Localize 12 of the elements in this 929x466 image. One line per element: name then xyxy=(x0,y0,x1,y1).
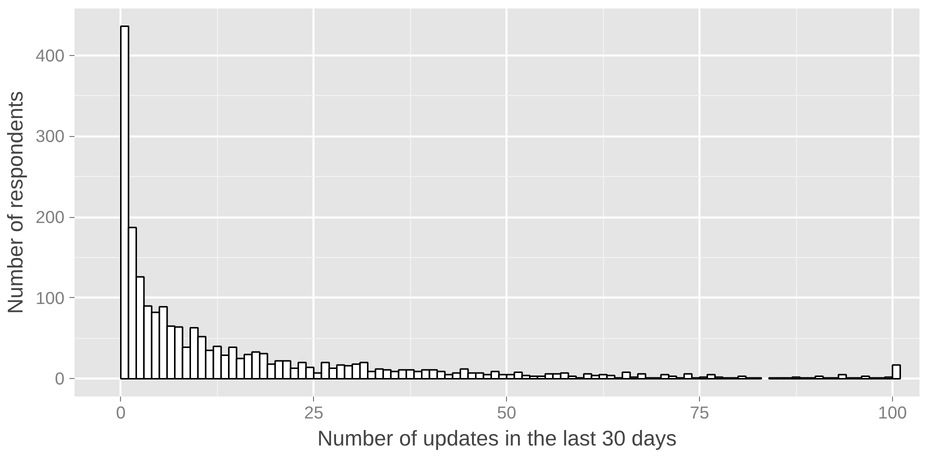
y-axis-title: Number of respondents xyxy=(4,91,28,314)
y-tick-label: 0 xyxy=(54,368,65,389)
x-tick-label: 75 xyxy=(690,402,710,422)
y-tick-label: 200 xyxy=(36,207,65,228)
x-tick-label: 0 xyxy=(116,402,126,422)
y-tick-label: 100 xyxy=(36,288,65,308)
x-axis-title: Number of updates in the last 30 days xyxy=(317,426,677,450)
x-tick-label: 25 xyxy=(304,402,324,422)
x-tick-label: 50 xyxy=(497,402,516,422)
y-tick-label: 300 xyxy=(36,126,65,146)
y-tick-label: 400 xyxy=(36,45,65,66)
x-tick-label: 100 xyxy=(878,402,907,422)
